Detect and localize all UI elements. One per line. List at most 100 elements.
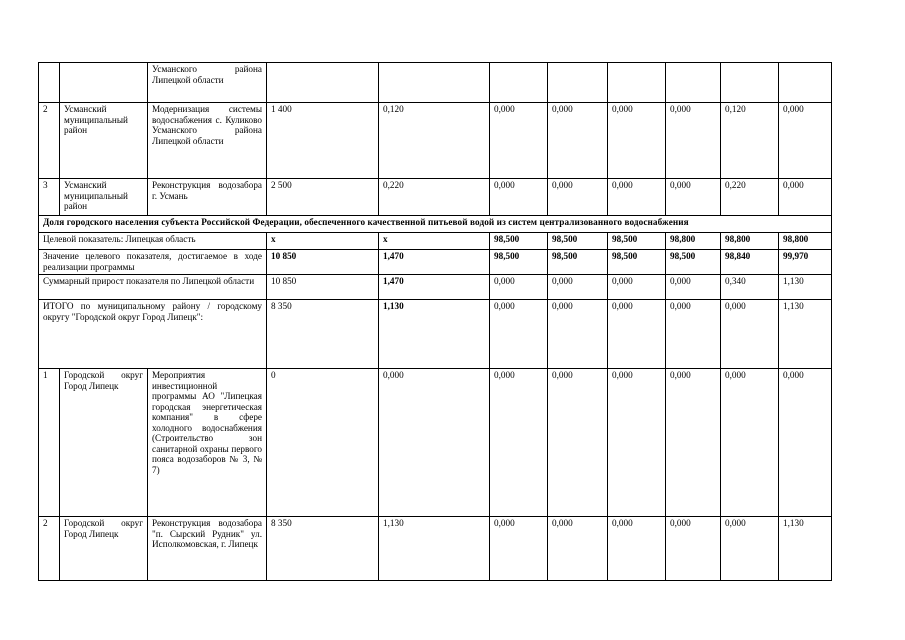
value-cell: 0,000: [489, 178, 548, 216]
row-number: 2: [38, 102, 60, 179]
value-cell: 0,000: [378, 368, 490, 517]
value-cell: 0,000: [489, 299, 548, 369]
value-cell: 0,000: [778, 178, 832, 216]
section-header-row: Доля городского населения субъекта Росси…: [38, 215, 832, 233]
value-cell: 1,130: [378, 299, 490, 369]
description-cell: Реконструкция водозабора г. Усмань: [147, 178, 267, 216]
value-cell: [489, 62, 548, 103]
value-cell: 0,000: [778, 368, 832, 517]
value-cell: 98,500: [607, 232, 666, 250]
summary-row: Суммарный прирост показателя по Липецкой…: [38, 274, 832, 300]
value-cell: 2 500: [266, 178, 379, 216]
district-cell: Городской округ Город Липецк: [59, 516, 148, 581]
value-cell: [665, 62, 721, 103]
value-cell: 0,000: [607, 274, 666, 300]
value-cell: 0,000: [489, 368, 548, 517]
value-cell: 0,000: [720, 368, 779, 517]
district-cell: Городской округ Город Липецк: [59, 368, 148, 517]
table-row: 3 Усманский муниципальный район Реконструк…: [38, 178, 832, 216]
summary-row: Целевой показатель: Липецкая область x x 98…: [38, 232, 832, 250]
table-row: 2 Городской округ Город Липецк Реконструкц…: [38, 516, 832, 581]
value-cell: 0,000: [607, 102, 666, 179]
value-cell: 0,000: [665, 274, 721, 300]
value-cell: 0,000: [665, 102, 721, 179]
district-cell: Усманский муниципальный район: [59, 178, 148, 216]
value-cell: 1,130: [778, 274, 832, 300]
value-cell: [266, 62, 379, 103]
value-cell: [378, 62, 490, 103]
summary-row: Значение целевого показателя, достигаемо…: [38, 249, 832, 275]
value-cell: 98,500: [607, 249, 666, 275]
value-cell: x: [266, 232, 379, 250]
value-cell: [720, 62, 779, 103]
summary-label: Суммарный прирост показателя по Липецкой…: [38, 274, 267, 300]
value-cell: 0,000: [778, 102, 832, 179]
value-cell: 98,800: [665, 232, 721, 250]
description-cell: Мероприятия инвестиционной программы АО …: [147, 368, 267, 517]
value-cell: 0,000: [720, 516, 779, 581]
program-table: Усманского района Липецкой области 2 Усман…: [38, 62, 832, 581]
value-cell: 1,130: [378, 516, 490, 581]
value-cell: x: [378, 232, 490, 250]
row-number: [38, 62, 60, 103]
value-cell: 1 400: [266, 102, 379, 179]
value-cell: 98,500: [547, 232, 608, 250]
value-cell: 0,000: [607, 299, 666, 369]
value-cell: 0,220: [378, 178, 490, 216]
table-row: 1 Городской округ Город Липецк Мероприятия…: [38, 368, 832, 517]
value-cell: 98,500: [489, 249, 548, 275]
value-cell: 0,000: [607, 178, 666, 216]
row-number: 3: [38, 178, 60, 216]
description-cell: Усманского района Липецкой области: [147, 62, 267, 103]
value-cell: 1,130: [778, 516, 832, 581]
value-cell: 8 350: [266, 516, 379, 581]
value-cell: 1,130: [778, 299, 832, 369]
value-cell: [607, 62, 666, 103]
value-cell: 98,840: [720, 249, 779, 275]
value-cell: 0,220: [720, 178, 779, 216]
section-header: Доля городского населения субъекта Росси…: [38, 215, 832, 233]
value-cell: 8 350: [266, 299, 379, 369]
value-cell: 0,000: [547, 102, 608, 179]
value-cell: 0,000: [607, 368, 666, 517]
value-cell: 0,000: [547, 178, 608, 216]
value-cell: 0,000: [720, 299, 779, 369]
summary-label: Значение целевого показателя, достигаемо…: [38, 249, 267, 275]
value-cell: 10 850: [266, 274, 379, 300]
value-cell: 0,000: [607, 516, 666, 581]
value-cell: 0,000: [665, 516, 721, 581]
value-cell: 10 850: [266, 249, 379, 275]
table-row: Усманского района Липецкой области: [38, 62, 832, 103]
summary-row: ИТОГО по муниципальному району / городск…: [38, 299, 832, 369]
row-number: 2: [38, 516, 60, 581]
table-row: 2 Усманский муниципальный район Модернизац…: [38, 102, 832, 179]
summary-label: ИТОГО по муниципальному району / городск…: [38, 299, 267, 369]
value-cell: 98,800: [778, 232, 832, 250]
value-cell: 0,340: [720, 274, 779, 300]
value-cell: 0,120: [720, 102, 779, 179]
value-cell: 98,500: [665, 249, 721, 275]
description-cell: Реконструкция водозабора "п. Сырский Руд…: [147, 516, 267, 581]
value-cell: 0,000: [489, 516, 548, 581]
value-cell: 1,470: [378, 249, 490, 275]
summary-label: Целевой показатель: Липецкая область: [38, 232, 267, 250]
value-cell: 98,500: [489, 232, 548, 250]
value-cell: 0: [266, 368, 379, 517]
value-cell: 0,000: [665, 299, 721, 369]
value-cell: 0,000: [489, 102, 548, 179]
value-cell: 99,970: [778, 249, 832, 275]
value-cell: [547, 62, 608, 103]
value-cell: 0,120: [378, 102, 490, 179]
value-cell: 98,500: [547, 249, 608, 275]
value-cell: 0,000: [547, 299, 608, 369]
value-cell: [778, 62, 832, 103]
description-cell: Модернизация системы водоснабжения с. Ку…: [147, 102, 267, 179]
value-cell: 0,000: [489, 274, 548, 300]
value-cell: 0,000: [547, 274, 608, 300]
value-cell: 0,000: [547, 368, 608, 517]
value-cell: 0,000: [665, 368, 721, 517]
value-cell: 0,000: [547, 516, 608, 581]
district-cell: Усманский муниципальный район: [59, 102, 148, 179]
row-number: 1: [38, 368, 60, 517]
district-cell: [59, 62, 148, 103]
